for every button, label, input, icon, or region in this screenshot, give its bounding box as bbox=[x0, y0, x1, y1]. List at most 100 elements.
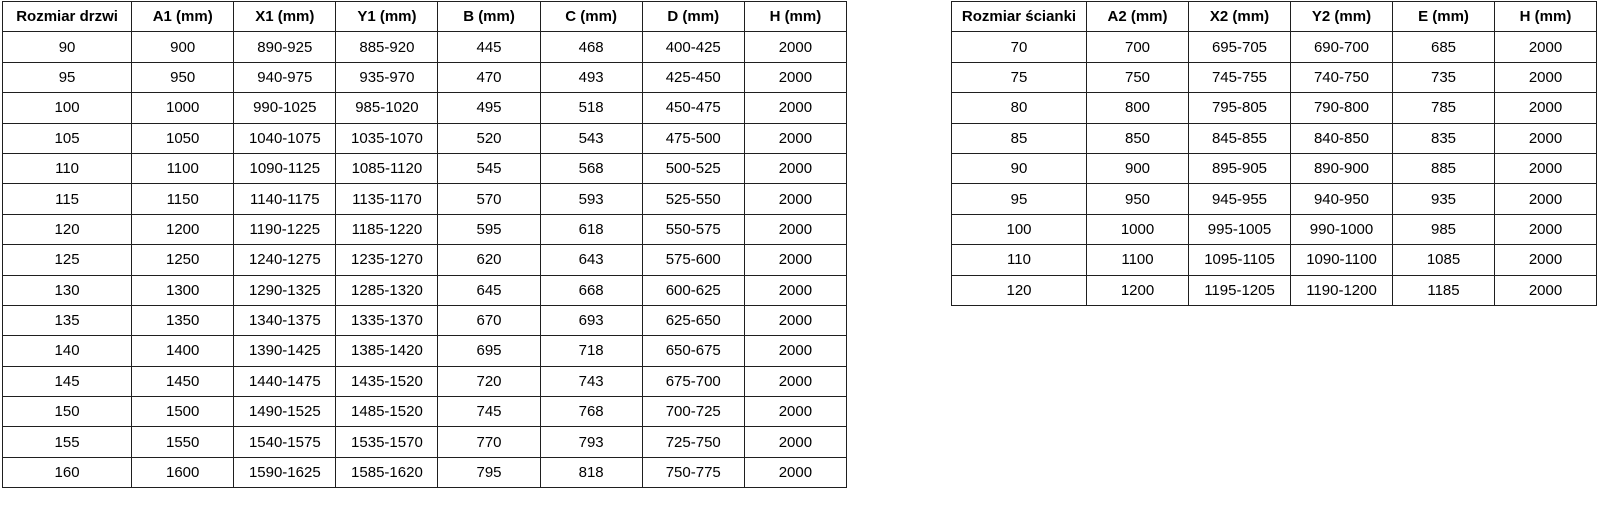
table-cell: 545 bbox=[437, 152, 541, 185]
table-cell: 2000 bbox=[743, 304, 848, 337]
table-cell: 700 bbox=[1086, 31, 1189, 63]
table-cell: 1500 bbox=[131, 396, 235, 428]
table-cell: 768 bbox=[539, 396, 643, 428]
table-cell: 2000 bbox=[1494, 92, 1597, 124]
table-cell: 1600 bbox=[131, 456, 235, 489]
table-cell: 735 bbox=[1392, 61, 1495, 94]
table-cell: 745-755 bbox=[1188, 61, 1291, 94]
table-cell: 1550 bbox=[131, 426, 235, 458]
table-cell: 995-1005 bbox=[1188, 213, 1291, 246]
table-cell: 2000 bbox=[743, 365, 848, 398]
table-cell: 895-905 bbox=[1188, 152, 1291, 185]
table-cell: 935 bbox=[1392, 183, 1495, 215]
table-cell: 1085 bbox=[1392, 244, 1495, 276]
table-cell: 593 bbox=[539, 183, 643, 215]
table-cell: 670 bbox=[437, 304, 541, 337]
table-row: 140 1400 1390-1425 1385-1420 695 718 650-675 20… bbox=[1, 335, 848, 367]
table-row: 130 1300 1290-1325 1285-1320 645 668 600-625 20… bbox=[1, 274, 848, 306]
table-cell: 110 bbox=[1, 152, 133, 185]
table-cell: 1200 bbox=[1086, 274, 1189, 306]
table-cell: 790-800 bbox=[1290, 92, 1393, 124]
table-row: 155 1550 1540-1575 1535-1570 770 793 725-750 20… bbox=[1, 426, 848, 458]
table-cell: 990-1000 bbox=[1290, 213, 1393, 246]
table-cell: 643 bbox=[539, 244, 643, 276]
table-cell: 543 bbox=[539, 122, 643, 154]
table-cell: 2000 bbox=[743, 274, 848, 306]
table-row: 100 1000 990-1025 985-1020 495 518 450-475 2000 bbox=[1, 92, 848, 124]
table-cell: 500-525 bbox=[641, 152, 745, 185]
column-header: Rozmiar ścianki bbox=[951, 0, 1087, 33]
table-cell: 1400 bbox=[131, 335, 235, 367]
column-header: H (mm) bbox=[1494, 0, 1597, 33]
column-header: A2 (mm) bbox=[1086, 0, 1189, 33]
column-header: A1 (mm) bbox=[131, 0, 235, 33]
table-row: 100 1000 995-1005 990-1000 985 2000 bbox=[951, 213, 1597, 246]
table-row: 120 1200 1195-1205 1190-1200 1185 2000 bbox=[951, 274, 1597, 306]
table-cell: 2000 bbox=[743, 122, 848, 154]
table-cell: 1150 bbox=[131, 183, 235, 215]
table-cell: 95 bbox=[951, 183, 1087, 215]
table-cell: 840-850 bbox=[1290, 122, 1393, 154]
table-row: 120 1200 1190-1225 1185-1220 595 618 550-575 20… bbox=[1, 213, 848, 246]
column-header: C (mm) bbox=[539, 0, 643, 33]
column-header: Y1 (mm) bbox=[335, 0, 439, 33]
table-cell: 1485-1520 bbox=[335, 396, 439, 428]
table-row: 85 850 845-855 840-850 835 2000 bbox=[951, 122, 1597, 154]
table-cell: 650-675 bbox=[641, 335, 745, 367]
table-cell: 940-975 bbox=[233, 61, 337, 94]
table-cell: 90 bbox=[951, 152, 1087, 185]
table-cell: 2000 bbox=[743, 152, 848, 185]
table-cell: 1000 bbox=[1086, 213, 1189, 246]
table-row: 70 700 695-705 690-700 685 2000 bbox=[951, 31, 1597, 63]
table-cell: 743 bbox=[539, 365, 643, 398]
table-cell: 620 bbox=[437, 244, 541, 276]
table-cell: 135 bbox=[1, 304, 133, 337]
table-cell: 125 bbox=[1, 244, 133, 276]
table-cell: 618 bbox=[539, 213, 643, 246]
table-row: 145 1450 1440-1475 1435-1520 720 743 675-700 20… bbox=[1, 365, 848, 398]
table-cell: 110 bbox=[951, 244, 1087, 276]
column-header: Rozmiar drzwi bbox=[1, 0, 133, 33]
table-cell: 718 bbox=[539, 335, 643, 367]
table-cell: 2000 bbox=[743, 61, 848, 94]
door-sizes-table: Rozmiar drzwi A1 (mm) X1 (mm) Y1 (mm) B (mm)… bbox=[1, 0, 848, 489]
table-cell: 900 bbox=[1086, 152, 1189, 185]
table-cell: 1340-1375 bbox=[233, 304, 337, 337]
table-cell: 1390-1425 bbox=[233, 335, 337, 367]
table-cell: 1540-1575 bbox=[233, 426, 337, 458]
table-cell: 945-955 bbox=[1188, 183, 1291, 215]
table-cell: 575-600 bbox=[641, 244, 745, 276]
table-cell: 520 bbox=[437, 122, 541, 154]
table-cell: 1450 bbox=[131, 365, 235, 398]
table-cell: 750-775 bbox=[641, 456, 745, 489]
table-cell: 1185-1220 bbox=[335, 213, 439, 246]
table-cell: 155 bbox=[1, 426, 133, 458]
table-cell: 470 bbox=[437, 61, 541, 94]
table-cell: 985-1020 bbox=[335, 92, 439, 124]
table-cell: 700-725 bbox=[641, 396, 745, 428]
table-cell: 2000 bbox=[743, 31, 848, 63]
table-cell: 1000 bbox=[131, 92, 235, 124]
table-cell: 2000 bbox=[743, 335, 848, 367]
table-row: 95 950 945-955 940-950 935 2000 bbox=[951, 183, 1597, 215]
table-cell: 518 bbox=[539, 92, 643, 124]
table-row: 150 1500 1490-1525 1485-1520 745 768 700-725 20… bbox=[1, 396, 848, 428]
table-cell: 105 bbox=[1, 122, 133, 154]
table-row: 80 800 795-805 790-800 785 2000 bbox=[951, 92, 1597, 124]
table-cell: 695 bbox=[437, 335, 541, 367]
table-cell: 1250 bbox=[131, 244, 235, 276]
table-cell: 2000 bbox=[1494, 244, 1597, 276]
table-cell: 150 bbox=[1, 396, 133, 428]
table-cell: 1350 bbox=[131, 304, 235, 337]
table-cell: 2000 bbox=[1494, 213, 1597, 246]
table-cell: 1585-1620 bbox=[335, 456, 439, 489]
table-row: 115 1150 1140-1175 1135-1170 570 593 525-550 20… bbox=[1, 183, 848, 215]
table-cell: 550-575 bbox=[641, 213, 745, 246]
table-row: 135 1350 1340-1375 1335-1370 670 693 625-650 20… bbox=[1, 304, 848, 337]
table-cell: 600-625 bbox=[641, 274, 745, 306]
table-cell: 130 bbox=[1, 274, 133, 306]
table-cell: 1385-1420 bbox=[335, 335, 439, 367]
table-cell: 75 bbox=[951, 61, 1087, 94]
table-cell: 935-970 bbox=[335, 61, 439, 94]
table-row: 160 1600 1590-1625 1585-1620 795 818 750-775 20… bbox=[1, 456, 848, 489]
